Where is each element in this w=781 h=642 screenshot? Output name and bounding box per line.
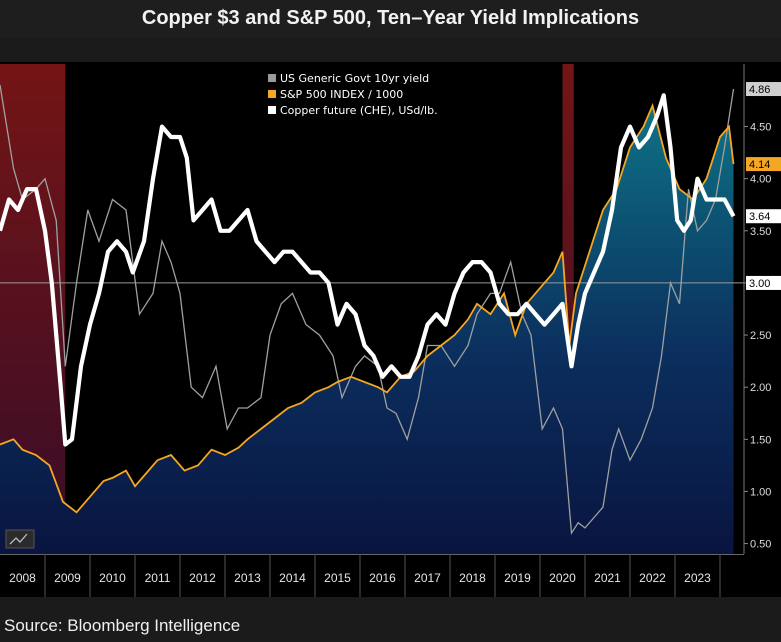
x-tick-label: 2023	[684, 571, 711, 585]
x-tick-label: 2013	[234, 571, 261, 585]
x-tick-label: 2017	[414, 571, 441, 585]
x-tick-label: 2016	[369, 571, 396, 585]
reference-line-badge	[746, 275, 781, 290]
x-tick-label: 2020	[549, 571, 576, 585]
x-tick-label: 2008	[9, 571, 36, 585]
last-value-label: 4.86	[749, 84, 770, 96]
x-tick-label: 2009	[54, 571, 81, 585]
last-value-label: 3.64	[749, 211, 770, 223]
chart-title: Copper $3 and S&P 500, Ten–Year Yield Im…	[0, 0, 781, 38]
y-tick-label: 4.50	[750, 122, 771, 134]
chart-svg: 0.50 1.00 1.50 2.00 2.50 3.00 3.50 4.00 4.50 200…	[0, 64, 781, 597]
chart-area: 0.50 1.00 1.50 2.00 2.50 3.00 3.50 4.00 4.50 200…	[0, 62, 781, 597]
x-tick-label: 2019	[504, 571, 531, 585]
x-tick-label: 2012	[189, 571, 216, 585]
x-tick-label: 2015	[324, 571, 351, 585]
legend: US Generic Govt 10yr yield S&P 500 INDEX…	[262, 70, 474, 124]
last-value-badge	[746, 209, 781, 224]
last-value-badge	[746, 157, 781, 172]
x-tick-label: 2021	[594, 571, 621, 585]
recession-band	[562, 64, 574, 554]
y-tick-label: 1.50	[750, 434, 771, 446]
chart-type-toggle[interactable]	[5, 529, 35, 549]
legend-swatch-spx	[268, 90, 276, 98]
x-tick-label: 2022	[639, 571, 666, 585]
series-line-yield	[0, 84, 735, 536]
legend-label-spx: S&P 500 INDEX / 1000	[280, 88, 403, 101]
source-note: Source: Bloomberg Intelligence	[0, 610, 781, 642]
x-tick-label: 2010	[99, 571, 126, 585]
legend-label-yield: US Generic Govt 10yr yield	[280, 72, 429, 85]
y-tick-label: 0.50	[750, 539, 771, 551]
reference-line-label: 3.00	[749, 278, 770, 290]
last-value-badge	[746, 82, 781, 97]
y-tick-label: 1.00	[750, 486, 771, 498]
y-tick-label: 2.50	[750, 330, 771, 342]
chart-icon	[9, 533, 28, 545]
legend-swatch-copper	[268, 106, 276, 114]
y-tick-label: 2.00	[750, 382, 771, 394]
legend-label-copper: Copper future (CHE), USd/lb.	[280, 104, 438, 117]
last-value-label: 4.14	[749, 159, 770, 171]
x-tick-label: 2014	[279, 571, 306, 585]
x-tick-label: 2018	[459, 571, 486, 585]
x-tick-label: 2011	[145, 571, 171, 585]
y-tick-label: 3.50	[750, 226, 771, 238]
y-tick-label: 4.00	[750, 174, 771, 186]
spx-area-fill	[0, 105, 734, 554]
series-line-copper	[0, 93, 736, 447]
legend-swatch-yield	[268, 74, 276, 82]
